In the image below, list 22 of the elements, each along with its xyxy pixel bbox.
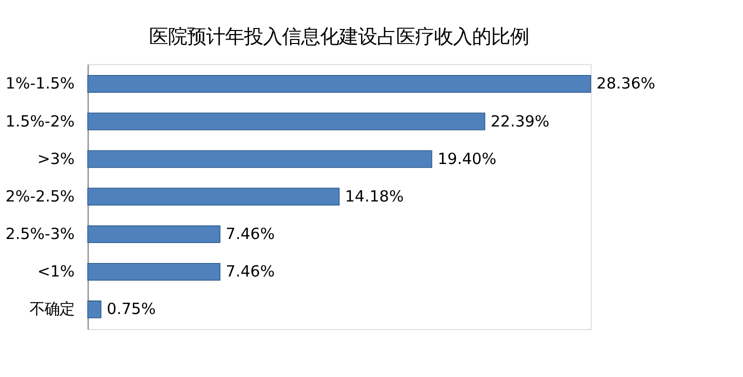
- chart-title: 医院预计年投入信息化建设占医疗收入的比例: [149, 24, 530, 48]
- y-tick-label: 不确定: [30, 300, 75, 318]
- data-label: 22.39%: [490, 112, 550, 130]
- y-tick-label: 1.5%-2%: [6, 112, 75, 130]
- y-tick-label: 2%-2.5%: [6, 187, 75, 206]
- y-tick-label: 2.5%-3%: [6, 225, 75, 244]
- data-label: 7.46%: [226, 262, 275, 281]
- bar: [87, 188, 340, 206]
- data-label: 7.46%: [226, 225, 275, 244]
- bar: [87, 75, 592, 93]
- y-tick-label: <1%: [37, 262, 75, 281]
- bar: [87, 300, 102, 318]
- bar: [87, 225, 220, 244]
- bar: [87, 112, 486, 130]
- data-label: 28.36%: [596, 74, 656, 93]
- y-tick-label: 1%-1.5%: [6, 74, 75, 93]
- bar: [87, 150, 432, 168]
- data-label: 0.75%: [106, 300, 156, 318]
- data-label: 19.40%: [438, 150, 496, 168]
- y-tick-label: >3%: [37, 150, 75, 168]
- data-label: 14.18%: [345, 187, 404, 206]
- bar: [87, 262, 220, 281]
